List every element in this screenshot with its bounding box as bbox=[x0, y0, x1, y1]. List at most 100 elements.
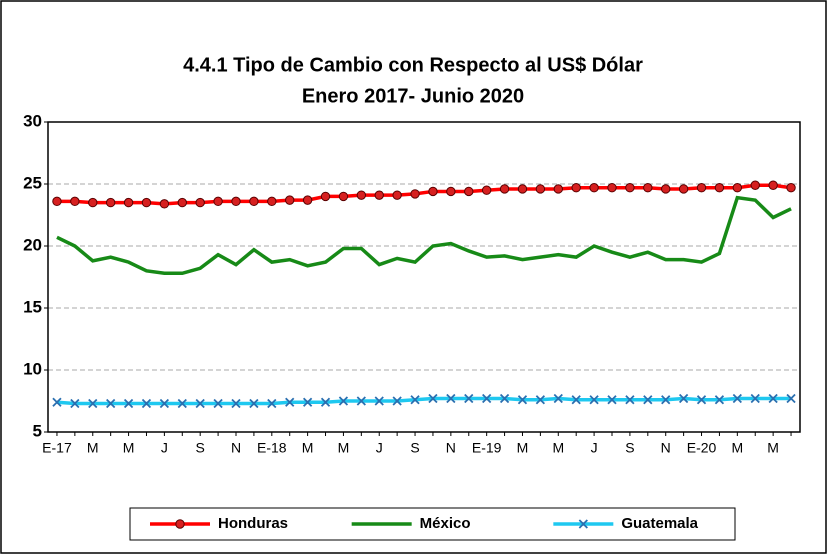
data-point bbox=[195, 197, 205, 208]
legend-box bbox=[129, 507, 736, 541]
data-point bbox=[177, 398, 187, 409]
data-point bbox=[428, 393, 438, 404]
x-tick-label: S bbox=[625, 440, 634, 456]
data-point bbox=[643, 395, 653, 405]
x-tick-label: J bbox=[591, 440, 598, 456]
data-point bbox=[553, 393, 563, 404]
data-point bbox=[267, 398, 277, 409]
data-point bbox=[213, 196, 223, 207]
x-tick-label: S bbox=[410, 440, 419, 456]
data-point bbox=[105, 197, 116, 208]
x-tick-label: M bbox=[767, 440, 779, 456]
data-point bbox=[159, 398, 170, 409]
x-tick-label: M bbox=[87, 440, 99, 456]
data-point bbox=[661, 184, 671, 194]
data-point bbox=[392, 396, 402, 406]
data-point bbox=[428, 186, 438, 197]
data-point bbox=[786, 393, 796, 404]
chart-subtitle: Enero 2017- Junio 2020 bbox=[302, 85, 524, 107]
data-point bbox=[320, 397, 331, 407]
data-point bbox=[231, 196, 241, 207]
x-tick-label: N bbox=[446, 440, 456, 456]
data-point bbox=[285, 397, 295, 407]
y-tick-label: 15 bbox=[23, 297, 42, 316]
data-point bbox=[517, 184, 528, 194]
data-point bbox=[464, 186, 474, 197]
x-tick-label: M bbox=[731, 440, 743, 456]
data-point bbox=[285, 195, 295, 205]
data-point bbox=[267, 196, 277, 207]
data-point bbox=[625, 395, 635, 405]
x-tick-label: M bbox=[338, 440, 350, 456]
data-point bbox=[356, 396, 366, 406]
data-point bbox=[589, 183, 599, 193]
x-tick-label: E-19 bbox=[472, 440, 502, 456]
legend-label: Guatemala bbox=[621, 515, 698, 532]
series-line bbox=[56, 195, 792, 276]
data-point bbox=[88, 197, 98, 208]
data-point bbox=[123, 398, 134, 409]
data-point bbox=[302, 397, 313, 407]
data-point bbox=[231, 398, 241, 409]
legend-marker bbox=[578, 519, 588, 529]
data-point bbox=[410, 189, 420, 199]
data-point bbox=[535, 184, 546, 194]
data-point bbox=[249, 398, 259, 409]
data-point bbox=[482, 393, 492, 404]
y-tick-label: 25 bbox=[23, 173, 42, 192]
data-point bbox=[499, 393, 510, 404]
data-point bbox=[159, 199, 170, 209]
x-tick-label: M bbox=[552, 440, 564, 456]
data-point bbox=[141, 197, 152, 208]
data-point bbox=[553, 184, 563, 194]
data-point bbox=[768, 180, 778, 190]
data-point bbox=[464, 393, 474, 404]
data-point bbox=[589, 395, 599, 405]
data-point bbox=[750, 180, 760, 190]
data-point bbox=[302, 195, 313, 205]
data-point bbox=[123, 197, 134, 208]
data-point bbox=[446, 186, 456, 197]
data-point bbox=[52, 196, 62, 207]
data-point bbox=[374, 396, 384, 406]
data-point bbox=[696, 395, 707, 405]
data-point bbox=[70, 196, 80, 207]
data-point bbox=[535, 395, 546, 405]
data-point bbox=[678, 184, 689, 194]
data-point bbox=[499, 184, 510, 194]
y-tick-label: 10 bbox=[23, 359, 42, 378]
x-tick-label: J bbox=[376, 440, 383, 456]
data-point bbox=[732, 393, 742, 404]
data-point bbox=[661, 395, 671, 405]
data-point bbox=[750, 393, 760, 404]
plot-area bbox=[47, 121, 801, 433]
data-point bbox=[356, 190, 367, 200]
data-point bbox=[320, 191, 331, 202]
chart-title: 4.4.1 Tipo de Cambio con Respecto al US$… bbox=[183, 54, 643, 76]
data-point bbox=[607, 183, 617, 193]
data-point bbox=[517, 395, 528, 405]
data-point bbox=[607, 395, 617, 405]
data-point bbox=[213, 398, 223, 409]
data-point bbox=[249, 196, 259, 207]
data-point bbox=[392, 190, 402, 200]
data-point bbox=[195, 398, 205, 409]
x-tick-label: M bbox=[123, 440, 135, 456]
data-point bbox=[571, 183, 581, 193]
data-point bbox=[70, 398, 80, 409]
x-tick-label: E-20 bbox=[687, 440, 717, 456]
x-tick-label: S bbox=[196, 440, 205, 456]
legend-label: México bbox=[420, 515, 471, 532]
series-line bbox=[56, 396, 792, 406]
data-point bbox=[88, 398, 98, 409]
data-point bbox=[786, 183, 796, 193]
data-point bbox=[714, 395, 725, 405]
data-point bbox=[768, 393, 778, 404]
x-tick-label: M bbox=[302, 440, 314, 456]
data-point bbox=[732, 183, 743, 193]
data-point bbox=[374, 190, 384, 200]
data-point bbox=[643, 183, 653, 193]
x-tick-label: J bbox=[161, 440, 168, 456]
